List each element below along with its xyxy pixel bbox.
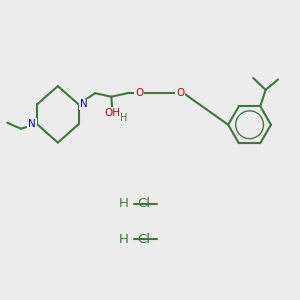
Text: O: O	[176, 88, 184, 98]
Text: Cl: Cl	[138, 197, 151, 210]
Text: O: O	[135, 88, 143, 98]
Text: N: N	[80, 100, 88, 110]
Text: H: H	[121, 113, 128, 123]
Text: N: N	[28, 119, 36, 129]
Text: OH: OH	[105, 108, 121, 118]
Text: H: H	[118, 197, 128, 210]
Text: Cl: Cl	[138, 233, 151, 246]
Text: H: H	[118, 233, 128, 246]
